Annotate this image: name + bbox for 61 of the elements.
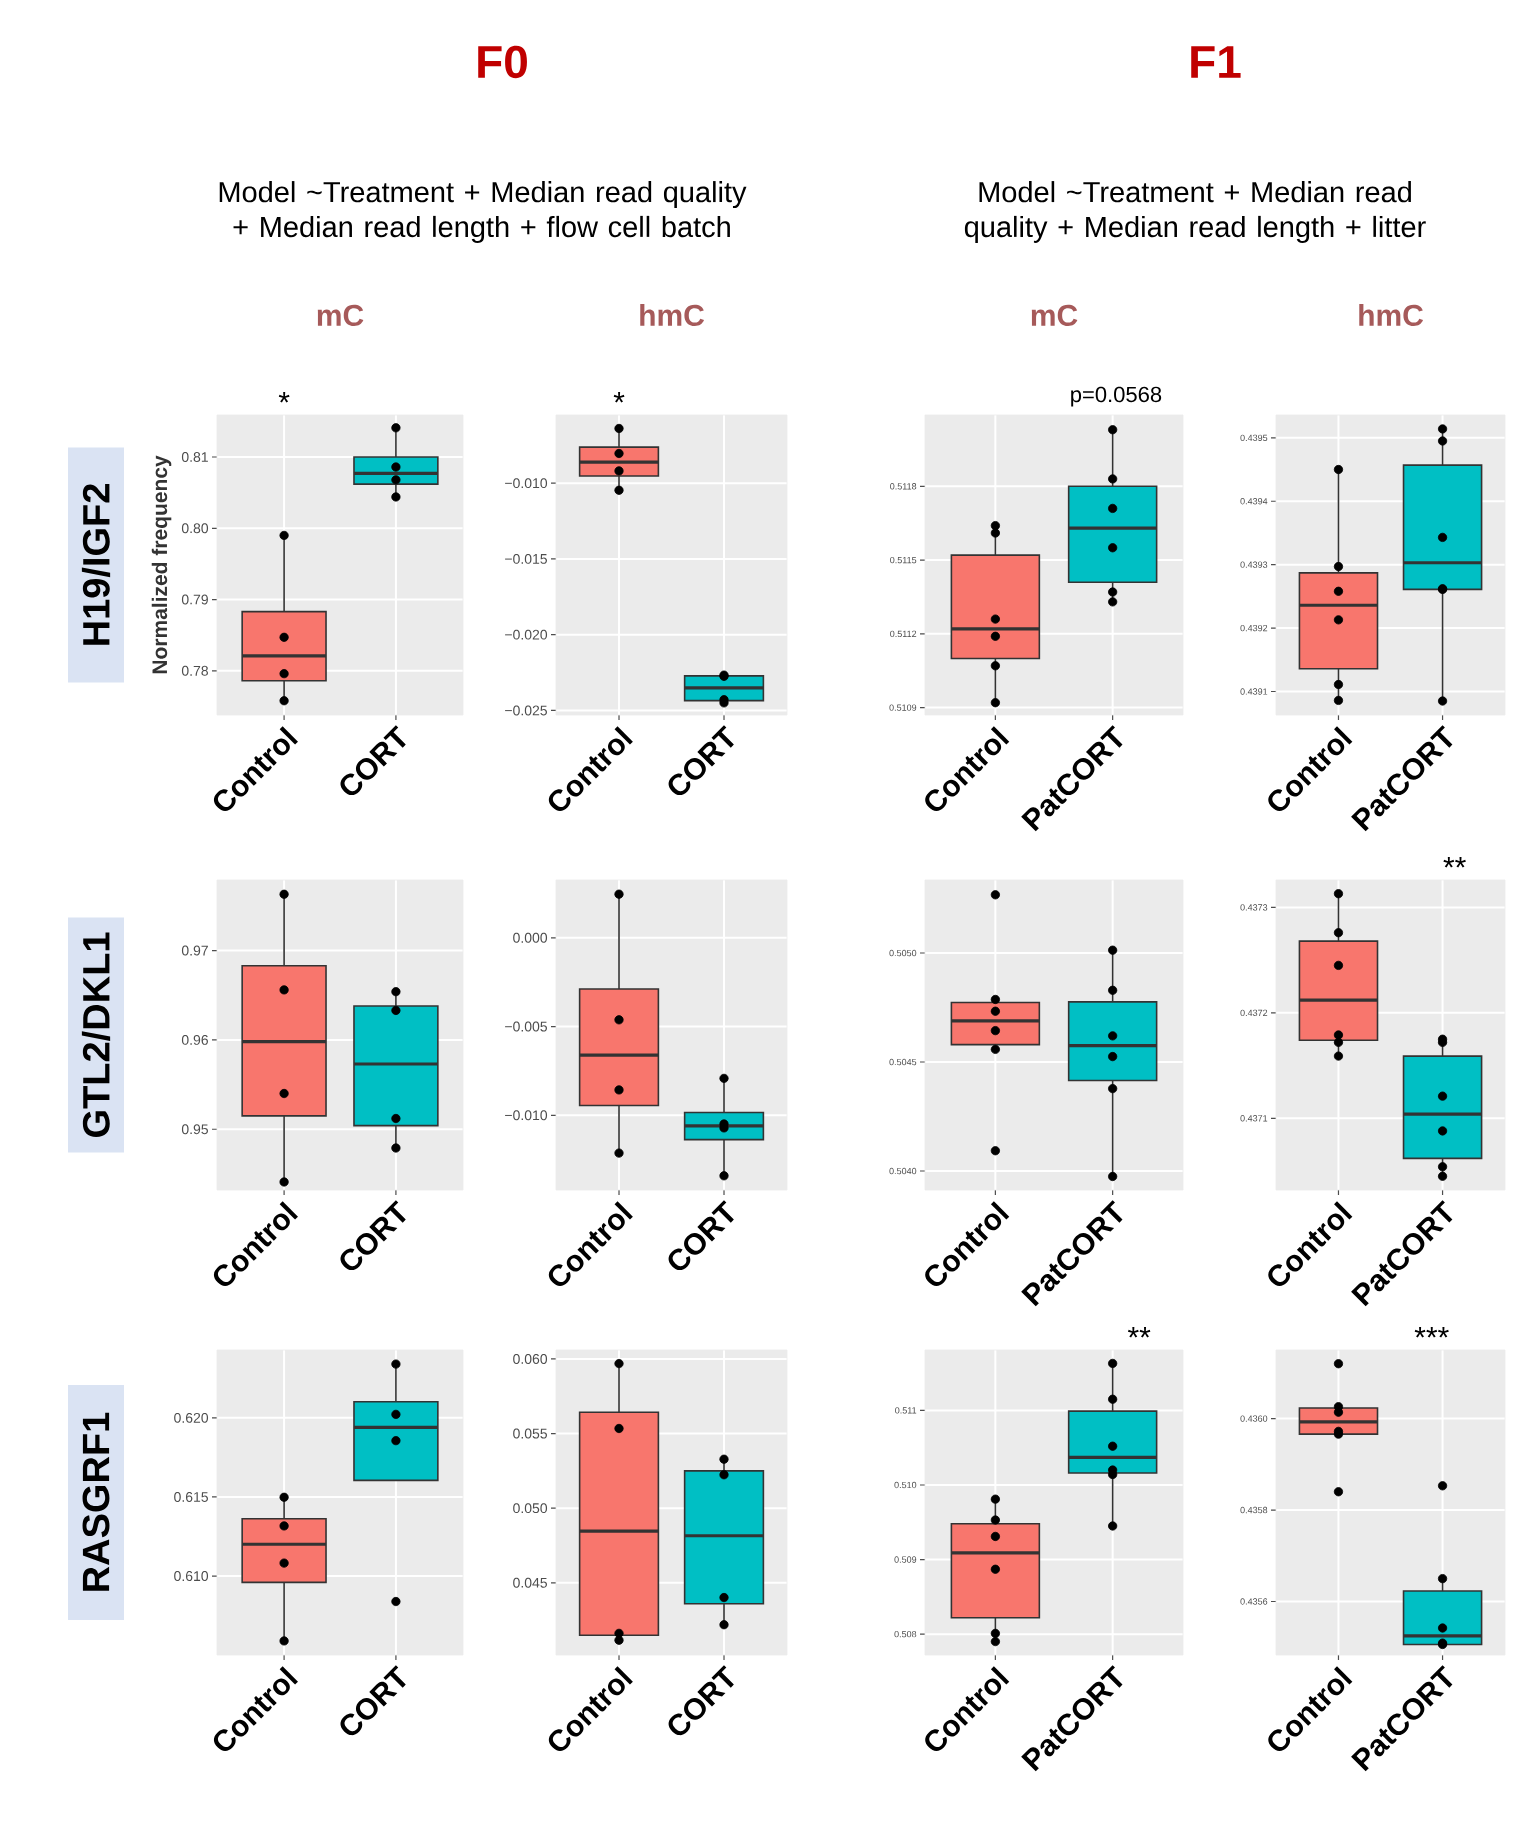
y-tick-label: 0.4373 — [1240, 904, 1268, 911]
y-tick-label: 0.78 — [181, 665, 208, 676]
y-tick-label: 0.4360 — [1240, 1415, 1268, 1422]
chart-title: hmC — [1359, 303, 1424, 326]
y-tick-label: 0.4394 — [1240, 498, 1268, 505]
y-tick-label: 0.95 — [181, 1124, 208, 1135]
y-tick-label: 0.4356 — [1240, 1598, 1268, 1605]
text: RASGRF1 — [82, 1412, 110, 1591]
y-tick-label: 0.5115 — [890, 556, 917, 564]
y-tick-label: 0.5040 — [889, 1167, 917, 1175]
y-tick-label: 0.055 — [513, 1428, 547, 1439]
y-tick-label: 0.050 — [513, 1503, 548, 1514]
y-tick-label: 0.4391 — [1240, 688, 1268, 695]
y-tick-label: 0.5109 — [889, 704, 917, 711]
y-tick-label: −0.025 — [505, 705, 547, 716]
y-tick-label: 0.81 — [181, 452, 208, 462]
text: ** — [1443, 856, 1466, 868]
chart-title: hmC — [640, 303, 705, 326]
text: Model ~Treatment + Median read quality + Median read length + flow cell batch — [219, 181, 747, 243]
y-tick-label: −0.010 — [505, 478, 548, 489]
text: GTL2/DKL1 — [81, 932, 111, 1137]
text: F1 — [1191, 46, 1241, 78]
y-tick-label: 0.4393 — [1240, 561, 1268, 568]
y-tick-label: 0.4392 — [1240, 624, 1268, 632]
y-tick-label: 0.5112 — [890, 630, 917, 638]
text: F0 — [478, 45, 527, 79]
y-tick-label: 0.4372 — [1240, 1009, 1268, 1017]
y-tick-label: 0.4358 — [1240, 1506, 1268, 1514]
y-tick-label: 0.96 — [181, 1034, 208, 1045]
text: Model ~Treatment + Median read quality + Median read length + litter — [964, 181, 1426, 243]
y-tick-label: 0.615 — [174, 1492, 208, 1502]
text: ** — [1127, 1326, 1151, 1338]
y-tick-label: 0.5045 — [889, 1058, 917, 1066]
y-tick-label: 0.4395 — [1240, 434, 1268, 442]
y-tick-label: 0.80 — [181, 523, 209, 534]
text: H19/IGF2 — [81, 484, 111, 645]
y-tick-label: −0.005 — [505, 1021, 547, 1032]
y-tick-label: 0.510 — [894, 1481, 917, 1489]
y-tick-label: 0.79 — [181, 594, 208, 605]
y-axis-title: Normalized frequency — [151, 455, 172, 674]
text: p=0.0568 — [1071, 386, 1162, 407]
y-tick-label: 0.511 — [895, 1407, 917, 1414]
y-tick-label: 0.97 — [181, 945, 208, 956]
y-tick-label: 0.4371 — [1240, 1115, 1268, 1122]
y-tick-label: 0.060 — [513, 1353, 548, 1364]
y-tick-label: 0.045 — [513, 1577, 547, 1588]
y-tick-label: 0.000 — [513, 932, 548, 943]
chart-title: mC — [1031, 304, 1078, 326]
y-tick-label: −0.010 — [505, 1110, 548, 1121]
chart-title: mC — [317, 304, 364, 326]
y-tick-label: 0.620 — [174, 1412, 209, 1423]
y-tick-label: 0.610 — [174, 1571, 209, 1581]
y-tick-label: 0.509 — [894, 1556, 917, 1563]
text: *** — [1414, 1326, 1449, 1338]
y-tick-label: 0.5118 — [890, 483, 917, 490]
text: * — [278, 391, 290, 403]
y-tick-label: 0.5050 — [889, 949, 917, 957]
y-tick-label: 0.508 — [894, 1630, 917, 1638]
text: * — [613, 391, 625, 403]
y-tick-label: −0.020 — [505, 629, 548, 640]
y-tick-label: −0.015 — [505, 553, 547, 564]
